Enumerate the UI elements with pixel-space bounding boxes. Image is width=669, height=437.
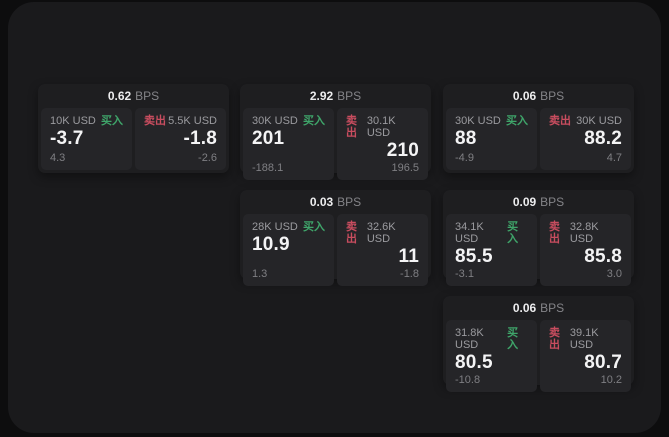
spread-header: 0.06 BPS: [443, 296, 634, 320]
buy-change: -3.1: [455, 268, 474, 281]
buy-change: 4.3: [50, 151, 66, 164]
spread-unit: BPS: [540, 301, 565, 315]
buy-notional: 34.1K USD: [455, 221, 484, 246]
buy-notional: 10K USD: [50, 115, 96, 127]
buy-change: -10.8: [455, 374, 481, 387]
quote-card: 0.06 BPS 30K USD 买入 88 -4.9 卖出 30K USD 8…: [443, 84, 634, 173]
sell-quote-tile[interactable]: 卖出 39.1K USD 80.7 10.2: [540, 320, 631, 393]
sell-price: 88.2: [584, 128, 622, 150]
buy-label: 买入: [507, 221, 519, 246]
sell-quote-tile[interactable]: 卖出 32.6K USD 11 -1.8: [337, 214, 428, 287]
sell-notional: 30K USD: [576, 115, 622, 127]
sell-notional: 32.6K USD: [366, 221, 396, 246]
sell-change: 4.7: [606, 151, 622, 164]
sell-notional: 5.5K USD: [168, 115, 217, 127]
spread-header: 0.06 BPS: [443, 84, 634, 108]
spread-value: 0.06: [512, 301, 537, 315]
sell-change: 10.2: [600, 374, 622, 387]
quote-board-panel: 0.62 BPS 10K USD 买入 -3.7 4.3 卖出 5.5K USD…: [8, 2, 661, 433]
sell-label: 卖出: [346, 115, 357, 140]
sell-label: 卖出: [144, 115, 166, 127]
buy-notional: 31.8K USD: [455, 327, 484, 352]
buy-quote-tile[interactable]: 28K USD 买入 10.9 1.3: [243, 214, 334, 287]
sell-quote-tile[interactable]: 卖出 32.8K USD 85.8 3.0: [540, 214, 631, 287]
buy-price: 10.9: [252, 234, 290, 256]
card-body: 10K USD 买入 -3.7 4.3 卖出 5.5K USD -1.8 -2.…: [38, 108, 229, 173]
sell-label: 卖出: [549, 221, 560, 246]
buy-quote-tile[interactable]: 10K USD 买入 -3.7 4.3: [41, 108, 132, 170]
spread-header: 0.03 BPS: [240, 190, 431, 214]
quote-card: 0.06 BPS 31.8K USD 买入 80.5 -10.8 卖出 39.1…: [443, 296, 634, 393]
quote-card: 2.92 BPS 30K USD 买入 201 -188.1 卖出 30.1K …: [240, 84, 431, 181]
spread-unit: BPS: [540, 195, 565, 209]
sell-quote-tile[interactable]: 卖出 30K USD 88.2 4.7: [540, 108, 631, 170]
spread-value: 0.06: [512, 89, 537, 103]
sell-quote-tile[interactable]: 卖出 5.5K USD -1.8 -2.6: [135, 108, 226, 170]
spread-value: 0.09: [512, 195, 537, 209]
buy-notional: 28K USD: [252, 221, 298, 233]
card-body: 31.8K USD 买入 80.5 -10.8 卖出 39.1K USD 80.…: [443, 320, 634, 395]
buy-price: 201: [252, 128, 285, 150]
sell-change: 196.5: [391, 162, 419, 175]
buy-price: -3.7: [50, 128, 84, 150]
buy-quote-tile[interactable]: 31.8K USD 买入 80.5 -10.8: [446, 320, 537, 393]
quote-card: 0.03 BPS 28K USD 买入 10.9 1.3 卖出 32.6K US…: [240, 190, 431, 287]
spread-value: 2.92: [309, 89, 334, 103]
card-body: 30K USD 买入 201 -188.1 卖出 30.1K USD 210 1…: [240, 108, 431, 183]
buy-change: -188.1: [252, 162, 284, 175]
card-body: 28K USD 买入 10.9 1.3 卖出 32.6K USD 11 -1.8: [240, 214, 431, 289]
sell-change: 3.0: [606, 268, 622, 281]
buy-quote-tile[interactable]: 30K USD 买入 88 -4.9: [446, 108, 537, 170]
buy-change: -4.9: [455, 151, 474, 164]
sell-label: 卖出: [549, 115, 571, 127]
buy-change: 1.3: [252, 268, 268, 281]
spread-unit: BPS: [540, 89, 565, 103]
card-body: 30K USD 买入 88 -4.9 卖出 30K USD 88.2 4.7: [443, 108, 634, 173]
sell-quote-tile[interactable]: 卖出 30.1K USD 210 196.5: [337, 108, 428, 181]
sell-price: 85.8: [584, 246, 622, 268]
sell-label: 卖出: [549, 327, 560, 352]
sell-change: -2.6: [198, 151, 217, 164]
spread-unit: BPS: [135, 89, 160, 103]
spread-unit: BPS: [337, 89, 362, 103]
buy-price: 85.5: [455, 246, 493, 268]
sell-price: 80.7: [584, 352, 622, 374]
spread-value: 0.03: [309, 195, 334, 209]
buy-price: 88: [455, 128, 477, 150]
quote-card: 0.62 BPS 10K USD 买入 -3.7 4.3 卖出 5.5K USD…: [38, 84, 229, 173]
spread-header: 0.09 BPS: [443, 190, 634, 214]
sell-price: -1.8: [183, 128, 217, 150]
buy-quote-tile[interactable]: 34.1K USD 买入 85.5 -3.1: [446, 214, 537, 287]
buy-label: 买入: [101, 115, 123, 127]
buy-label: 买入: [506, 115, 528, 127]
buy-label: 买入: [303, 221, 325, 233]
sell-price: 11: [398, 246, 419, 268]
buy-notional: 30K USD: [252, 115, 298, 127]
buy-label: 买入: [507, 327, 519, 352]
quote-card: 0.09 BPS 34.1K USD 买入 85.5 -3.1 卖出 32.8K…: [443, 190, 634, 287]
sell-price: 210: [386, 140, 419, 162]
spread-value: 0.62: [107, 89, 132, 103]
sell-notional: 30.1K USD: [366, 115, 396, 140]
spread-unit: BPS: [337, 195, 362, 209]
card-body: 34.1K USD 买入 85.5 -3.1 卖出 32.8K USD 85.8…: [443, 214, 634, 289]
buy-price: 80.5: [455, 352, 493, 374]
spread-header: 0.62 BPS: [38, 84, 229, 108]
sell-change: -1.8: [400, 268, 419, 281]
buy-quote-tile[interactable]: 30K USD 买入 201 -188.1: [243, 108, 334, 181]
sell-notional: 39.1K USD: [569, 327, 599, 352]
sell-notional: 32.8K USD: [569, 221, 599, 246]
spread-header: 2.92 BPS: [240, 84, 431, 108]
sell-label: 卖出: [346, 221, 357, 246]
buy-label: 买入: [303, 115, 325, 127]
buy-notional: 30K USD: [455, 115, 501, 127]
